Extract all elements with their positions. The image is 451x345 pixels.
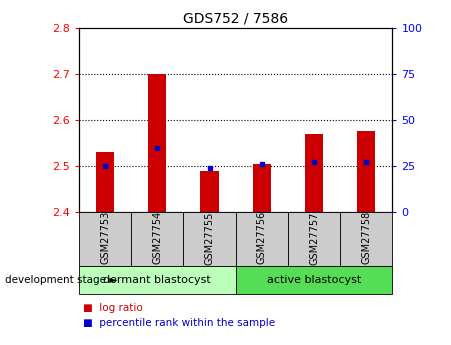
Text: dormant blastocyst: dormant blastocyst bbox=[103, 275, 211, 285]
Text: GSM27755: GSM27755 bbox=[204, 211, 215, 265]
Title: GDS752 / 7586: GDS752 / 7586 bbox=[183, 11, 288, 25]
Text: GSM27757: GSM27757 bbox=[309, 211, 319, 265]
Bar bbox=[79, 266, 235, 294]
Bar bbox=[235, 266, 392, 294]
Bar bbox=[131, 212, 184, 266]
Text: active blastocyst: active blastocyst bbox=[267, 275, 361, 285]
Text: GSM27753: GSM27753 bbox=[100, 211, 110, 265]
Bar bbox=[184, 212, 235, 266]
Text: development stage ►: development stage ► bbox=[5, 275, 117, 285]
Bar bbox=[200, 171, 219, 212]
Text: GSM27758: GSM27758 bbox=[361, 211, 371, 265]
Text: ■  percentile rank within the sample: ■ percentile rank within the sample bbox=[83, 318, 276, 328]
Text: ■  log ratio: ■ log ratio bbox=[83, 303, 143, 313]
Bar bbox=[96, 152, 114, 212]
Bar bbox=[79, 212, 131, 266]
Bar bbox=[340, 212, 392, 266]
Bar bbox=[305, 134, 323, 212]
Bar bbox=[235, 212, 288, 266]
Bar bbox=[357, 131, 375, 212]
Bar bbox=[148, 74, 166, 212]
Text: GSM27756: GSM27756 bbox=[257, 211, 267, 265]
Bar bbox=[253, 164, 271, 212]
Bar bbox=[288, 212, 340, 266]
Text: GSM27754: GSM27754 bbox=[152, 211, 162, 265]
